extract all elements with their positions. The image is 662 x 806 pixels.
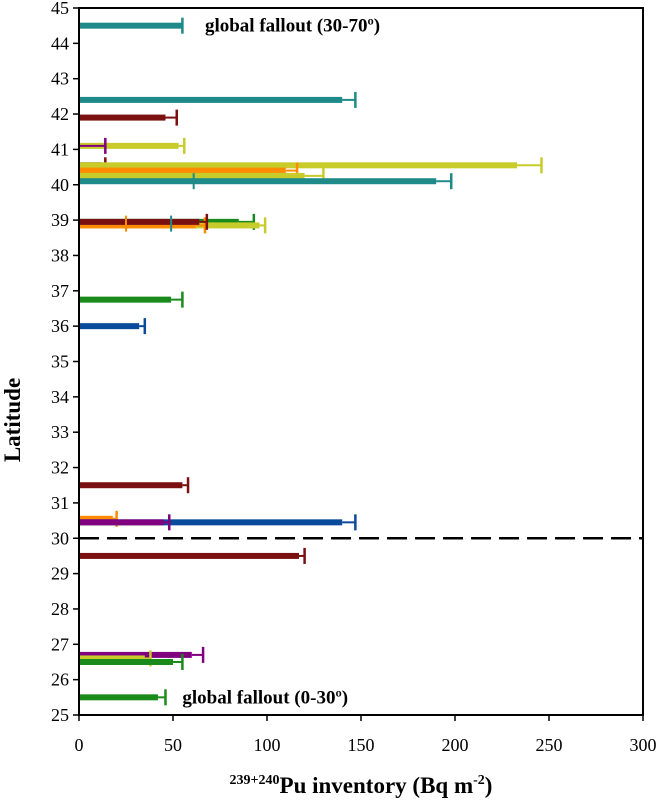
bar-14 <box>79 291 184 308</box>
bar-13 <box>79 213 209 230</box>
y-tick-label: 25 <box>51 705 69 725</box>
bar-rect <box>79 482 183 489</box>
y-tick-label: 41 <box>51 139 69 159</box>
bar-rect <box>79 651 192 658</box>
bar-12 <box>79 217 207 234</box>
bar-rect <box>79 658 173 665</box>
y-axis-title: Latitude <box>0 378 25 462</box>
y-tick-label: 44 <box>51 33 69 53</box>
bar-18 <box>79 514 357 531</box>
y-tick-label: 28 <box>51 599 69 619</box>
y-tick-label: 26 <box>51 670 69 690</box>
x-tick-label: 200 <box>442 735 469 755</box>
bar-rect <box>79 655 145 662</box>
bar-0 <box>79 17 184 34</box>
y-tick-label: 39 <box>51 210 69 230</box>
bar-21 <box>79 646 205 663</box>
bar-rect <box>79 142 179 149</box>
bar-1 <box>79 91 357 108</box>
x-axis-title-isotope-superscript: 239+240 <box>230 773 280 788</box>
bars-layer <box>79 17 543 706</box>
bar-rect <box>79 178 437 185</box>
bar-rect <box>79 296 172 303</box>
y-tick-label: 35 <box>51 352 69 372</box>
bar-rect <box>79 323 140 330</box>
plot-frame <box>78 7 644 716</box>
x-axis-title-exponent: -2 <box>473 773 485 788</box>
y-axis: 25 26 27 28 29 30 31 32 33 34 35 36 37 38 39 40 41 42 43 44… <box>51 0 79 725</box>
y-tick-label: 36 <box>51 316 69 336</box>
bar-rect <box>79 515 113 522</box>
annotation-1: global fallout (0-30º) <box>182 687 348 708</box>
y-tick-label: 42 <box>51 104 69 124</box>
y-tick-label: 40 <box>51 175 69 195</box>
bar-3 <box>79 137 186 154</box>
x-tick-label: 100 <box>254 735 281 755</box>
x-tick-label: 50 <box>164 735 182 755</box>
y-tick-label: 34 <box>51 387 69 407</box>
bar-4 <box>79 137 107 154</box>
bar-9 <box>79 173 453 190</box>
bar-19 <box>79 514 171 531</box>
y-tick-label: 29 <box>51 564 69 584</box>
bar-rect <box>79 519 343 526</box>
bar-rect <box>79 96 343 103</box>
x-axis-title-end: ) <box>485 773 493 798</box>
y-tick-label: 37 <box>51 281 69 301</box>
bar-rect <box>79 218 200 225</box>
bar-rect <box>79 22 183 29</box>
bar-rect <box>79 167 286 174</box>
x-tick-label: 150 <box>348 735 375 755</box>
bar-rect <box>79 519 164 526</box>
bar-rect <box>79 694 158 701</box>
x-axis: 0 50 100 150 200 250 300 <box>75 715 657 755</box>
x-tick-label: 0 <box>75 735 84 755</box>
bar-16 <box>79 477 190 494</box>
bar-rect <box>79 172 305 179</box>
y-tick-label: 43 <box>51 69 69 89</box>
y-tick-label: 45 <box>51 0 69 18</box>
bar-rect <box>79 114 166 121</box>
annotations: global fallout (30-70º) global fallout (0… <box>182 16 380 709</box>
x-tick-label: 250 <box>536 735 563 755</box>
y-tick-label: 30 <box>51 528 69 548</box>
annotation-0: global fallout (30-70º) <box>205 16 380 37</box>
y-tick-label: 38 <box>51 245 69 265</box>
x-tick-label: 300 <box>630 735 657 755</box>
y-tick-label: 31 <box>51 493 69 513</box>
bar-rect <box>79 222 196 229</box>
bar-23 <box>79 653 184 670</box>
x-axis-title: 239+240Pu inventory (Bq m-2) <box>230 773 493 798</box>
y-tick-label: 27 <box>51 634 69 654</box>
bar-24 <box>79 689 167 706</box>
y-tick-label: 33 <box>51 422 69 442</box>
y-tick-label: 32 <box>51 458 69 478</box>
bar-2 <box>79 109 179 126</box>
bar-rect <box>79 552 299 559</box>
bar-15 <box>79 318 147 335</box>
bar-20 <box>79 547 306 564</box>
x-axis-title-main: Pu inventory (Bq m <box>280 773 474 798</box>
